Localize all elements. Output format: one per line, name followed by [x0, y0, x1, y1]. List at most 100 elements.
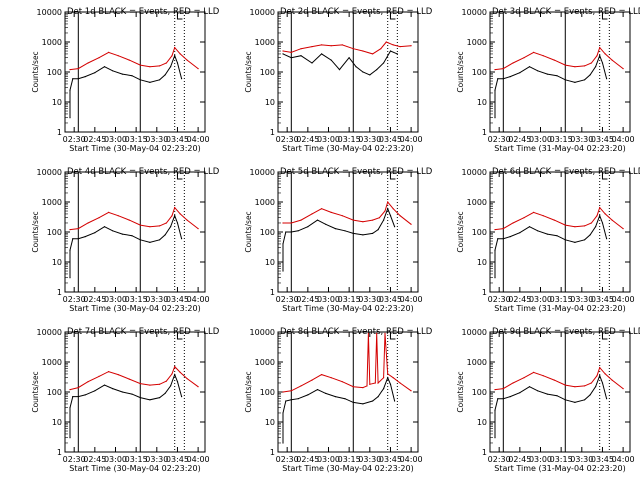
data-point: [171, 373, 173, 375]
data-point: [519, 232, 521, 234]
series-lld-red: [69, 365, 199, 391]
x-tick-label: 04:00: [187, 295, 210, 304]
data-point: [523, 377, 525, 379]
panel-det-3: Det 3d BLACK = Events, RED = LLD11010010…: [456, 7, 640, 153]
data-point: [282, 222, 284, 224]
data-point: [290, 51, 292, 54]
data-point: [131, 393, 133, 395]
x-tick-label: 03:30: [145, 135, 168, 144]
y-axis-label: Counts/sec: [456, 371, 465, 412]
data-point: [344, 398, 346, 400]
data-point: [519, 72, 521, 74]
data-point: [307, 394, 309, 396]
data-point: [502, 228, 504, 230]
y-tick-label: 100: [472, 388, 487, 397]
x-tick-label: 03:15: [338, 455, 361, 464]
data-point: [622, 68, 624, 70]
data-point: [494, 89, 496, 91]
y-tick-label: 1: [270, 288, 275, 297]
data-point: [564, 239, 566, 241]
data-point: [72, 396, 74, 398]
data-point: [165, 222, 167, 224]
y-tick-label: 10: [265, 98, 275, 107]
data-point: [584, 399, 586, 401]
data-point: [367, 332, 369, 334]
series-line: [69, 54, 183, 118]
data-point: [604, 213, 606, 215]
x-tick-label: 02:45: [508, 295, 531, 304]
data-point: [108, 371, 110, 373]
data-point: [94, 390, 96, 392]
x-tick-label: 03:30: [570, 455, 593, 464]
data-point: [300, 385, 302, 387]
series-line: [494, 214, 608, 278]
data-point: [316, 219, 319, 221]
data-point: [170, 226, 172, 228]
data-point: [604, 53, 606, 55]
x-axis-label: Start Time (31-May-04 02:23:20): [494, 144, 625, 153]
data-point: [387, 373, 389, 375]
data-point: [611, 219, 613, 221]
data-point: [574, 66, 576, 68]
data-point: [497, 78, 499, 80]
data-point: [176, 62, 179, 64]
y-tick-label: 10000: [37, 168, 62, 177]
data-point: [599, 375, 601, 377]
series-line: [282, 376, 396, 443]
data-point: [399, 46, 401, 48]
x-tick-label: 03:30: [570, 135, 593, 144]
data-point: [69, 277, 71, 279]
data-point: [502, 78, 504, 80]
y-axis-label: Counts/sec: [244, 211, 253, 252]
data-point: [352, 401, 354, 403]
data-point: [389, 383, 392, 385]
data-point: [383, 62, 385, 64]
data-point: [369, 383, 371, 385]
data-point: [601, 62, 604, 64]
series-line: [494, 206, 624, 231]
y-tick-label: 100: [260, 388, 275, 397]
y-tick-label: 1000: [255, 38, 275, 47]
series-line: [494, 54, 608, 118]
x-tick-label: 03:30: [358, 135, 381, 144]
data-point: [108, 51, 110, 54]
data-point: [494, 389, 496, 391]
data-point: [165, 62, 167, 64]
data-point: [384, 210, 386, 212]
x-tick-label: 03:15: [550, 295, 573, 304]
data-point: [553, 59, 555, 61]
data-point: [497, 398, 499, 400]
data-point: [77, 396, 79, 398]
data-point: [170, 66, 172, 68]
data-point: [604, 373, 606, 375]
data-point: [574, 386, 576, 388]
data-point: [494, 249, 496, 251]
bracket-mark: [601, 174, 608, 180]
y-tick-label: 1: [482, 128, 487, 137]
x-axis-label: Start Time (30-May-04 02:23:20): [282, 144, 413, 153]
x-tick-label: 02:45: [508, 455, 531, 464]
data-point: [164, 74, 166, 76]
x-tick-label: 02:30: [276, 135, 299, 144]
panel-det-2: Det 2d BLACK = Events, RED = LLD11010010…: [244, 7, 433, 153]
data-point: [372, 232, 374, 234]
data-point: [410, 223, 412, 225]
series-lld-red: [494, 366, 624, 391]
data-point: [103, 226, 106, 228]
data-point: [307, 226, 309, 228]
panel-det-4: Det 4d BLACK = Events, RED = LLD11010010…: [31, 167, 220, 313]
series-events-black: [494, 374, 608, 439]
x-tick-label: 02:30: [488, 295, 511, 304]
data-point: [94, 72, 96, 74]
data-point: [564, 79, 566, 81]
x-tick-label: 03:30: [145, 455, 168, 464]
y-tick-label: 100: [472, 228, 487, 237]
data-point: [171, 55, 173, 57]
data-point: [494, 69, 496, 71]
y-tick-label: 1: [57, 128, 62, 137]
data-point: [523, 57, 525, 59]
data-point: [179, 371, 181, 373]
data-point: [159, 239, 161, 241]
series-lld-red: [494, 46, 624, 71]
y-tick-label: 10: [265, 258, 275, 267]
